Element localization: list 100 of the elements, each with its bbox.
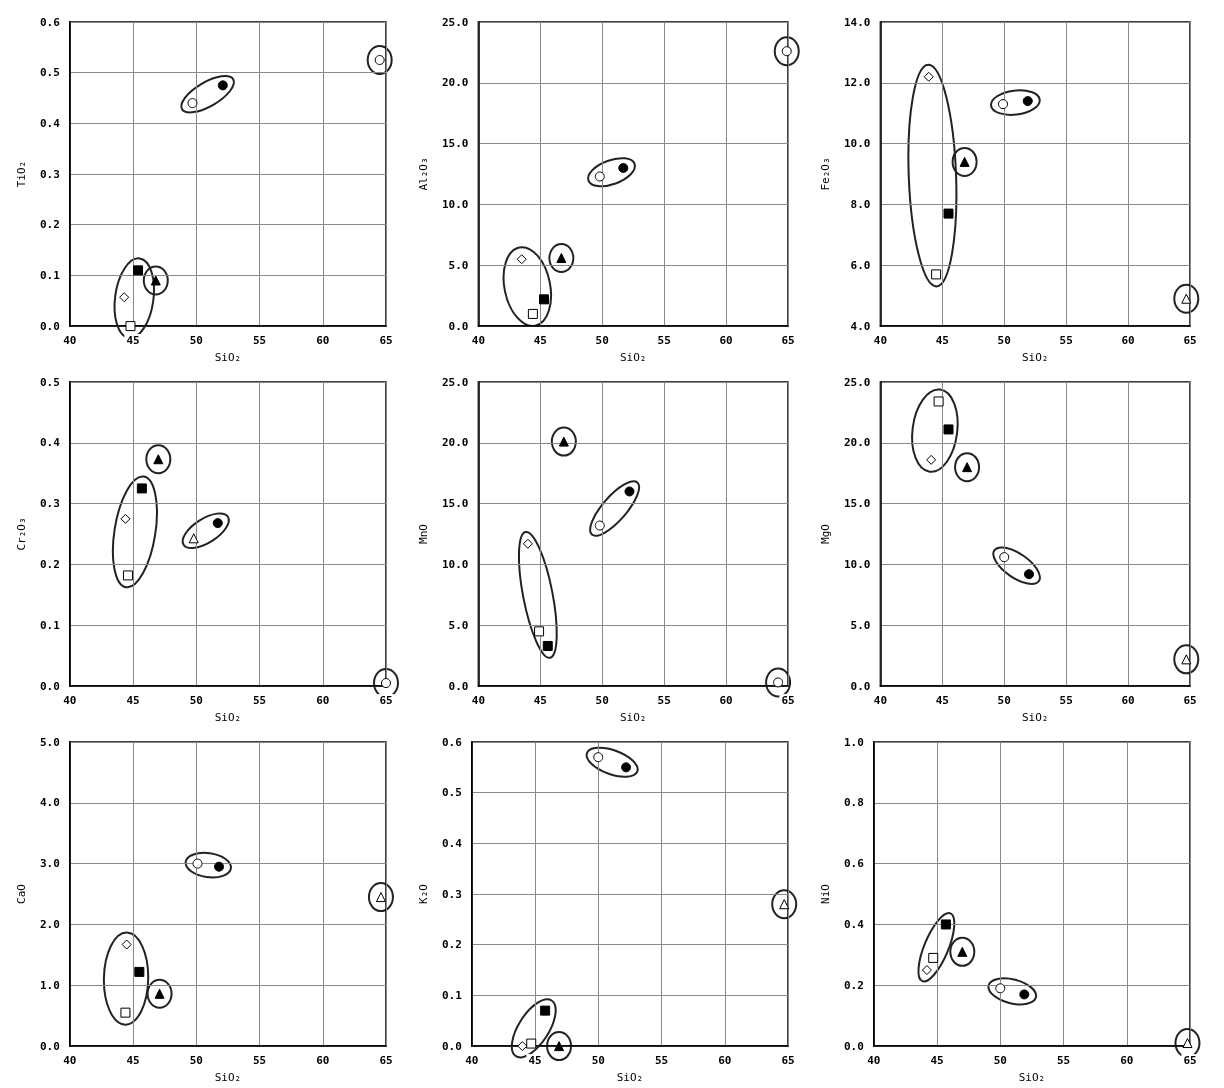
y-tick-label: 0.1 — [39, 618, 61, 632]
y-axis-title: TiO₂ — [15, 160, 28, 188]
point — [192, 858, 203, 869]
y-tick-label: 0.6 — [441, 735, 463, 749]
point — [122, 570, 133, 581]
x-tick-label: 60 — [316, 334, 330, 348]
x-axis-title: SiO₂ — [619, 351, 647, 364]
y-tick-label: 0.0 — [843, 1039, 864, 1053]
y-tick-label: 0.5 — [39, 375, 60, 389]
point — [212, 518, 223, 529]
y-axis-title: Al₂O₃ — [417, 157, 430, 191]
point — [943, 208, 954, 219]
y-tick-label: 20.0 — [843, 436, 871, 450]
y-axis-title: K₂O — [417, 884, 430, 904]
x-axis-title: SiO₂ — [619, 711, 647, 724]
y-tick-label: 12.0 — [843, 76, 871, 90]
x-tick-label: 60 — [718, 1054, 732, 1068]
y-tick-label: 5.0 — [39, 735, 60, 749]
y-tick-label: 8.0 — [850, 197, 871, 211]
point — [539, 294, 550, 305]
y-tick-label: 0.0 — [441, 1039, 462, 1053]
point — [133, 265, 144, 276]
point — [618, 162, 629, 173]
x-tick-label: 65 — [1183, 1054, 1197, 1068]
x-tick-label: 45 — [935, 334, 949, 348]
x-tick-label: 50 — [595, 334, 609, 348]
point — [1024, 569, 1034, 580]
x-tick-label: 55 — [654, 1054, 669, 1068]
point — [995, 983, 1006, 994]
x-tick-label: 45 — [935, 694, 949, 708]
y-tick-label: 0.0 — [39, 1039, 60, 1053]
point — [534, 626, 545, 637]
x-tick-label: 50 — [595, 694, 609, 708]
y-tick-label: 10.0 — [441, 557, 469, 571]
y-tick-label: 0.2 — [39, 557, 60, 571]
x-tick-label: 65 — [781, 334, 795, 348]
x-axis-title: SiO₂ — [1021, 351, 1049, 364]
y-tick-label: 10.0 — [843, 137, 871, 151]
x-tick-label: 60 — [316, 1054, 330, 1068]
x-tick-label: 45 — [533, 694, 547, 708]
y-tick-label: 1.0 — [39, 978, 60, 992]
y-tick-label: 0.0 — [448, 679, 469, 693]
y-tick-label: 0.4 — [39, 436, 61, 450]
x-tick-label: 45 — [533, 334, 547, 348]
x-tick-label: 60 — [719, 334, 733, 348]
point — [527, 308, 538, 319]
point — [621, 762, 632, 773]
x-tick-label: 45 — [528, 1054, 542, 1068]
x-tick-label: 50 — [997, 694, 1011, 708]
y-tick-label: 0.0 — [39, 679, 60, 693]
y-tick-label: 10.0 — [441, 197, 469, 211]
point — [940, 919, 951, 930]
x-tick-label: 65 — [379, 694, 393, 708]
y-tick-label: 0.4 — [39, 116, 61, 130]
y-tick-label: 2.0 — [39, 917, 60, 931]
x-tick-label: 65 — [379, 334, 393, 348]
y-tick-label: 25.0 — [441, 375, 469, 389]
y-tick-label: 15.0 — [441, 137, 469, 151]
x-tick-label: 40 — [63, 334, 77, 348]
y-tick-label: 0.1 — [441, 988, 463, 1002]
y-tick-label: 0.6 — [843, 857, 865, 871]
x-tick-label: 50 — [997, 334, 1011, 348]
y-tick-label: 0.0 — [850, 679, 871, 693]
y-tick-label: 15.0 — [441, 497, 469, 511]
x-tick-label: 45 — [126, 694, 140, 708]
x-tick-label: 55 — [1059, 334, 1073, 348]
point — [125, 321, 136, 332]
y-tick-label: 0.4 — [843, 917, 865, 931]
x-tick-label: 45 — [126, 334, 140, 348]
x-tick-label: 55 — [252, 334, 267, 348]
x-tick-label: 55 — [657, 334, 671, 348]
point — [526, 1038, 537, 1049]
point — [594, 171, 605, 182]
y-tick-label: 0.0 — [448, 319, 469, 333]
y-tick-label: 1.0 — [843, 735, 864, 749]
y-tick-label: 0.2 — [39, 218, 60, 232]
x-axis-title: SiO₂ — [214, 351, 242, 364]
x-tick-label: 40 — [63, 694, 77, 708]
x-tick-label: 55 — [1056, 1054, 1071, 1068]
x-tick-label: 55 — [252, 1054, 267, 1068]
y-tick-label: 0.0 — [39, 319, 60, 333]
y-axis-title: NiO — [819, 884, 832, 904]
y-axis-title: Cr₂O₃ — [15, 517, 28, 551]
y-tick-label: 0.3 — [39, 497, 60, 511]
y-tick-label: 20.0 — [441, 76, 469, 90]
x-tick-label: 40 — [873, 694, 888, 708]
point — [928, 952, 939, 963]
point — [540, 1005, 551, 1016]
x-tick-label: 50 — [189, 334, 203, 348]
y-tick-label: 10.0 — [843, 557, 871, 571]
x-tick-label: 45 — [126, 1054, 140, 1068]
y-tick-label: 15.0 — [843, 497, 871, 511]
x-tick-label: 55 — [1059, 694, 1073, 708]
x-tick-label: 60 — [719, 694, 733, 708]
x-tick-label: 50 — [993, 1054, 1007, 1068]
x-axis-title: SiO₂ — [1021, 711, 1049, 724]
y-tick-label: 0.3 — [39, 167, 60, 181]
y-tick-label: 14.0 — [843, 15, 871, 29]
y-tick-label: 3.0 — [39, 857, 60, 871]
point — [134, 966, 145, 977]
